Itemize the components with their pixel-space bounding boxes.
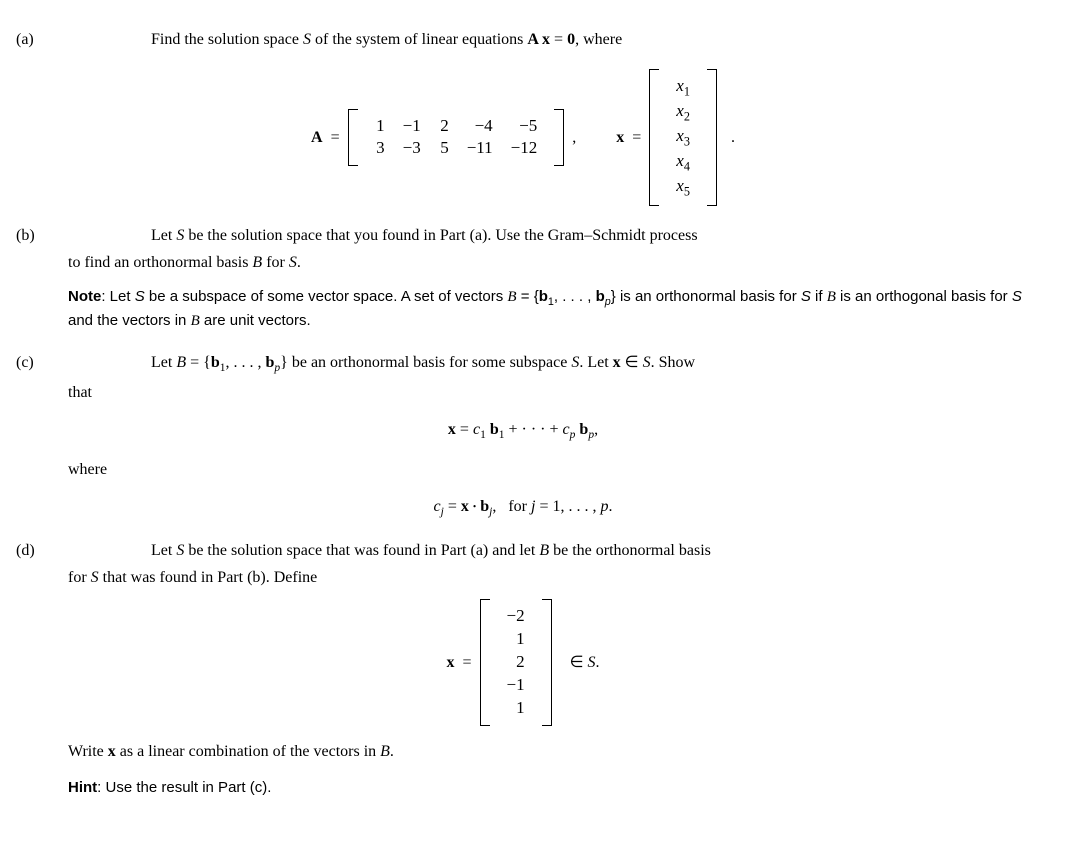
part-a-row: (a) Find the solution space S of the sys…	[16, 28, 1030, 51]
vector-cell: x5	[667, 175, 699, 200]
vector-x: x1x2x3x4x5	[649, 69, 717, 206]
period: .	[731, 126, 735, 149]
matrix-A: 1−12−4−53−35−11−12	[348, 109, 565, 167]
part-b: (b) Let S be the solution space that you…	[16, 224, 1030, 333]
vector-x-d: −212−11	[480, 599, 552, 726]
part-a-label: (a)	[16, 28, 151, 51]
vector-cell: 1	[498, 628, 534, 651]
equals-sign-2: =	[632, 126, 641, 149]
vector-cell: x1	[667, 75, 699, 100]
matrix-cell: 3	[366, 137, 394, 160]
part-c-where: where	[68, 458, 1030, 481]
part-c-row: (c) Let B = {b1, . . . , bp} be an ortho…	[16, 351, 1030, 377]
bracket-left-icon	[480, 599, 490, 726]
part-a-equation: A = 1−12−4−53−35−11−12 , x = x1x2x3x4x5 …	[16, 69, 1030, 206]
matrix-A-cells: 1−12−4−53−35−11−12	[358, 109, 555, 167]
part-d-hint: Hint: Use the result in Part (c).	[68, 777, 1030, 799]
vector-cell: x4	[667, 150, 699, 175]
part-b-text-cont: to find an orthonormal basis B for S.	[68, 251, 1030, 274]
part-d-label: (d)	[16, 539, 151, 562]
matrix-cell: 1	[366, 115, 394, 138]
matrix-cell: −1	[394, 115, 430, 138]
part-d-text-cont: for S that was found in Part (b). Define	[68, 566, 1030, 589]
vector-cell: −1	[498, 674, 534, 697]
part-b-text-lead: Let S be the solution space that you fou…	[151, 224, 1030, 247]
hint-label: Hint	[68, 779, 97, 796]
part-a: (a) Find the solution space S of the sys…	[16, 28, 1030, 206]
vector-x-label: x	[616, 126, 624, 149]
part-b-note: Note: Let S be a subspace of some vector…	[68, 286, 1030, 333]
vector-cell: x2	[667, 100, 699, 125]
part-c-eq1: x = c1 b1 + · · · + cp bp,	[16, 418, 1030, 444]
note-label: Note	[68, 288, 101, 305]
part-b-label: (b)	[16, 224, 151, 247]
vector-cell: 2	[498, 651, 534, 674]
vector-cell: x3	[667, 125, 699, 150]
bracket-left-icon	[649, 69, 659, 206]
bracket-right-icon	[707, 69, 717, 206]
part-d-text-after: Write x as a linear combination of the v…	[68, 740, 1030, 763]
part-a-text: Find the solution space S of the system …	[151, 28, 1030, 51]
part-c-text-cont: that	[68, 381, 1030, 404]
matrix-cell: −11	[458, 137, 502, 160]
equals-sign: =	[331, 126, 340, 149]
part-c: (c) Let B = {b1, . . . , bp} be an ortho…	[16, 351, 1030, 521]
part-d: (d) Let S be the solution space that was…	[16, 539, 1030, 799]
matrix-cell: 2	[430, 115, 458, 138]
vector-x-label-d: x	[446, 651, 454, 674]
membership-text: ∈ S.	[570, 651, 600, 674]
matrix-A-label: A	[311, 126, 323, 149]
vector-x-cells: x1x2x3x4x5	[659, 69, 707, 206]
part-c-text-lead: Let B = {b1, . . . , bp} be an orthonorm…	[151, 351, 1030, 377]
matrix-cell: −12	[502, 137, 547, 160]
part-d-text-lead: Let S be the solution space that was fou…	[151, 539, 1030, 562]
matrix-cell: −3	[394, 137, 430, 160]
bracket-left-icon	[348, 109, 358, 167]
matrix-cell: −4	[458, 115, 502, 138]
bracket-right-icon	[554, 109, 564, 167]
part-d-equation: x = −212−11 ∈ S.	[16, 599, 1030, 726]
part-d-row: (d) Let S be the solution space that was…	[16, 539, 1030, 562]
matrix-cell: 5	[430, 137, 458, 160]
vector-cell: 1	[498, 697, 534, 720]
matrix-cell: −5	[502, 115, 547, 138]
note-text: : Let S be a subspace of some vector spa…	[68, 288, 1022, 329]
equals-sign-d: =	[462, 651, 471, 674]
part-c-eq2: cj = x • bj, for j = 1, . . . , p.	[16, 495, 1030, 521]
bracket-right-icon	[542, 599, 552, 726]
comma: ,	[572, 126, 576, 149]
vector-cell: −2	[498, 605, 534, 628]
hint-text: : Use the result in Part (c).	[97, 779, 271, 796]
vector-x-d-cells: −212−11	[490, 599, 542, 726]
part-c-label: (c)	[16, 351, 151, 374]
part-b-row: (b) Let S be the solution space that you…	[16, 224, 1030, 247]
